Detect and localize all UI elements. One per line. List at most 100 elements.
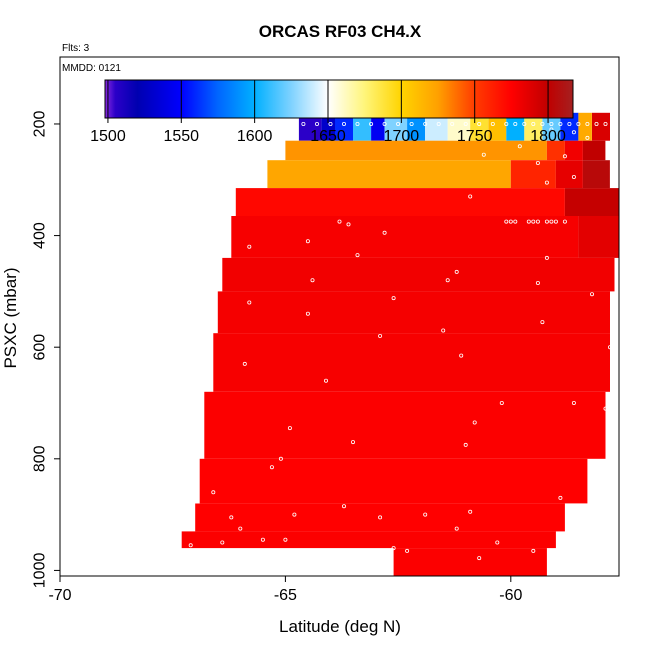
heatmap-cell-3-1 [564,188,619,216]
x-axis-label: Latitude (deg N) [279,617,401,636]
measurement-point [540,320,545,325]
heatmap-cells [181,112,619,576]
measurement-point [391,546,396,551]
measurement-point [585,135,590,140]
measurement-point [378,515,383,520]
measurement-point [323,378,328,383]
measurement-point [247,300,252,305]
colorbar-tick-label: 1650 [310,128,346,145]
measurement-point [382,122,387,127]
colorbar-tick-label: 1700 [384,128,420,145]
measurement-point [508,219,513,224]
measurement-point [283,537,288,542]
measurement-point [522,122,527,127]
measurement-point [571,174,576,179]
measurement-point [337,219,342,224]
measurement-point [305,311,310,316]
measurement-point [549,219,554,224]
flights-count: Flts: 3 [62,43,90,54]
heatmap-cell-2-2 [555,160,583,189]
heatmap-cell-4-1 [578,216,619,258]
measurement-point [517,144,522,149]
date-label: MMDD: 0121 [62,63,121,74]
measurement-point [242,361,247,366]
y-tick-label: 1000 [32,553,49,589]
measurement-point [328,122,333,127]
measurement-point [513,219,518,224]
y-tick-label: 200 [32,111,49,138]
heatmap-cell-1-2 [564,140,583,161]
x-tick-label: -65 [274,587,297,604]
measurement-point [423,122,428,127]
measurement-point [391,296,396,301]
colorbar [104,79,574,119]
measurement-point [477,122,482,127]
measurement-point [301,122,306,127]
measurement-point [535,219,540,224]
measurement-point [481,152,486,157]
measurement-point [382,230,387,235]
measurement-point [608,345,613,350]
measurement-point [369,122,374,127]
measurement-point [571,130,576,135]
measurement-point [350,440,355,445]
heatmap-cell-5-0 [222,257,615,292]
measurement-point [490,122,495,127]
heatmap-cell-2-3 [582,160,610,189]
measurement-point [576,122,581,127]
heatmap-cell-12-0 [393,548,547,576]
measurement-point [513,122,518,127]
measurement-point [378,333,383,338]
heatmap-cell-0-7 [425,112,448,141]
measurement-point [305,239,310,244]
measurement-point [454,269,459,274]
heatmap-cell-6-0 [217,291,611,334]
measurement-point [472,420,477,425]
heatmap-cell-0-3 [353,112,371,141]
heatmap-cell-9-0 [199,458,588,504]
measurement-point [423,512,428,517]
y-tick-label: 400 [32,222,49,249]
colorbar-tick-label: 1500 [90,128,126,145]
heatmap-cell-0-12 [524,112,543,141]
x-tick-label: -70 [48,587,71,604]
heatmap-cell-2-1 [510,160,556,189]
measurement-point [287,426,292,431]
y-axis: 200 400 600 800 1000 [32,111,60,589]
heatmap-cell-0-4 [371,112,385,141]
measurement-point [585,122,590,127]
measurement-point [220,540,225,545]
plot-frame [59,56,620,577]
y-axis-label: PSXC (mbar) [1,267,20,368]
heatmap-cell-1-3 [582,140,606,161]
measurement-point [436,122,441,127]
measurement-point [499,400,504,405]
measurement-point [562,154,567,159]
measurement-point [531,122,536,127]
measurement-point [544,255,549,260]
heatmap-cell-0-13 [542,112,561,141]
measurement-point [531,548,536,553]
measurement-point [526,219,531,224]
measurement-point [504,219,509,224]
measurement-point [346,222,351,227]
measurement-point [468,194,473,199]
heatmap-cell-0-15 [578,112,592,141]
heatmap-cell-1-1 [546,140,565,161]
measurement-point [540,122,545,127]
measurement-point [535,280,540,285]
heatmap-cell-8-0 [204,391,606,459]
measurement-point [463,442,468,447]
measurement-point [549,127,554,132]
y-tick-label: 600 [32,334,49,361]
y-tick-label: 800 [32,445,49,472]
measurement-point [544,180,549,185]
measurement-point [558,122,563,127]
heatmap-cell-7-0 [213,333,611,392]
heatmap-cell-0-1 [321,112,335,141]
heatmap-cell-2-0 [267,160,511,189]
measurement-point [238,526,243,531]
heatmap-cell-10-0 [195,503,565,532]
heatmap-cell-11-0 [181,531,556,549]
